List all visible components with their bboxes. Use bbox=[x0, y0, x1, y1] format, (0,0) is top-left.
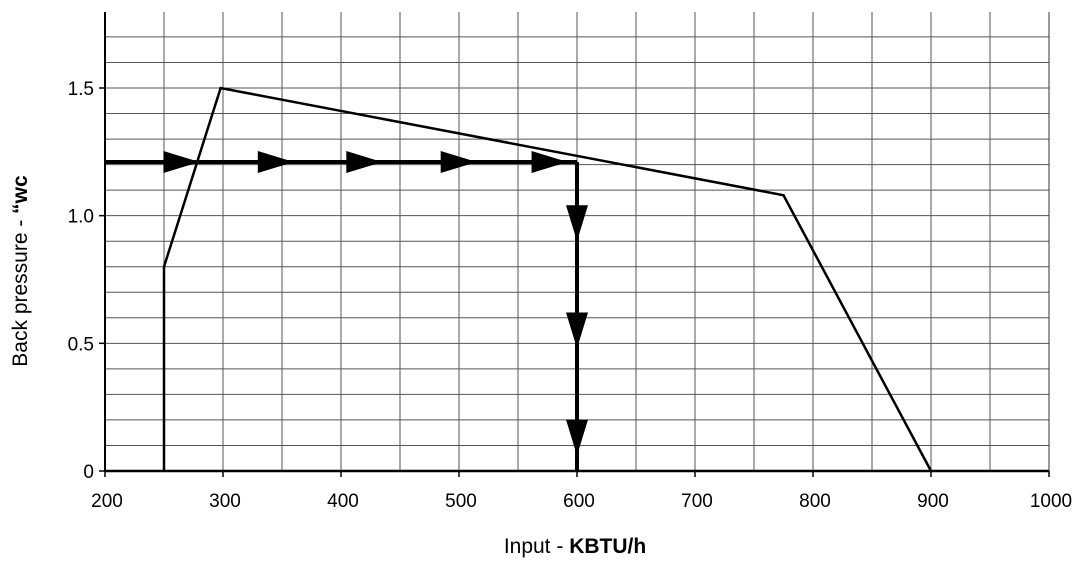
right-arrowhead bbox=[440, 151, 477, 174]
down-arrowhead bbox=[566, 419, 588, 456]
x-tick-label: 900 bbox=[917, 491, 949, 512]
x-axis-title-prefix: Input - bbox=[504, 535, 569, 558]
y-tick-label: 1.5 bbox=[68, 79, 94, 100]
x-axis-ticks: 200 300 400 500 600 700 800 900 1000 bbox=[91, 471, 1072, 512]
x-axis-title: Input - KBTU/h bbox=[504, 535, 646, 558]
y-axis-ticks: 0 0.5 1.0 1.5 bbox=[68, 79, 105, 483]
y-tick-label: 1.0 bbox=[68, 207, 94, 228]
x-tick-label: 300 bbox=[209, 491, 241, 512]
y-axis-title-unit: “wc bbox=[9, 175, 32, 214]
x-tick-label: 500 bbox=[445, 491, 477, 512]
x-axis-title-unit: KBTU/h bbox=[569, 535, 646, 558]
series-layer bbox=[162, 86, 933, 472]
x-tick-label: 600 bbox=[563, 491, 595, 512]
x-tick-label: 800 bbox=[799, 491, 831, 512]
right-arrowhead bbox=[163, 151, 200, 174]
x-tick-label: 200 bbox=[91, 491, 123, 512]
right-arrowhead bbox=[346, 151, 383, 174]
x-tick-label: 1000 bbox=[1030, 491, 1072, 512]
series-line bbox=[162, 86, 933, 472]
y-axis-title-prefix: Back pressure - bbox=[9, 214, 32, 367]
x-tick-label: 700 bbox=[681, 491, 713, 512]
annotation-layer bbox=[105, 151, 588, 471]
down-arrowhead bbox=[566, 312, 588, 349]
down-arrowhead bbox=[566, 205, 588, 242]
x-tick-label: 400 bbox=[327, 491, 359, 512]
right-arrowhead bbox=[531, 151, 568, 174]
y-axis-title: Back pressure - “wc bbox=[9, 175, 32, 367]
right-arrowhead bbox=[257, 151, 294, 174]
y-tick-label: 0.5 bbox=[68, 334, 94, 355]
y-tick-label: 0 bbox=[83, 462, 94, 483]
